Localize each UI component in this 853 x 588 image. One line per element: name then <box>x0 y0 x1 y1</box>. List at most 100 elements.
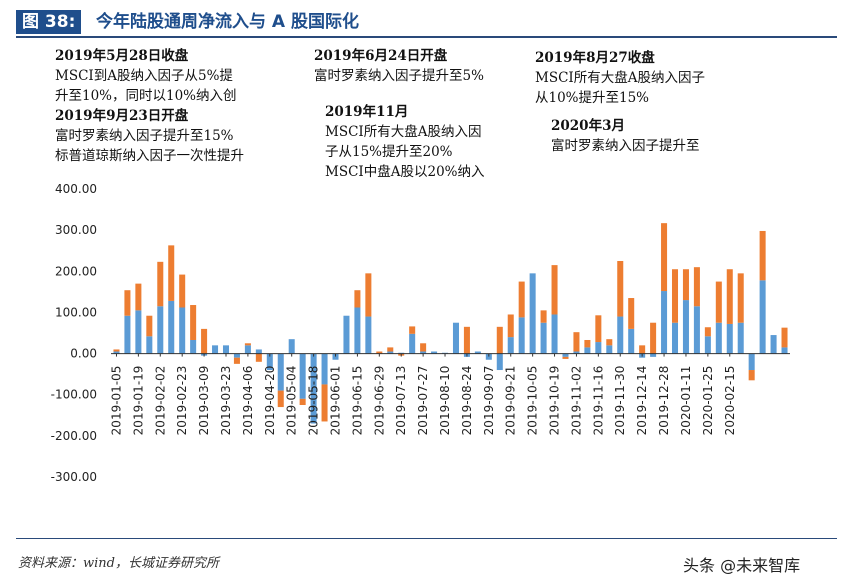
bar-series-1 <box>474 351 481 354</box>
annotation-head: 2019年9月23日开盘 <box>55 108 189 124</box>
bar-series-1 <box>540 322 547 354</box>
annotation-aug-2019: 2019年8月27收盘 MSCI所有大盘A股纳入因子 从10%提升至15% <box>535 48 705 108</box>
bar-series-2 <box>365 273 372 317</box>
x-tick-label: 2019-09-07 <box>482 366 496 436</box>
bar-series-2 <box>244 343 251 346</box>
bar-series-1 <box>737 322 744 354</box>
bar-series-2 <box>124 290 131 316</box>
bar-series-2 <box>135 283 142 311</box>
x-tick-label: 2019-07-27 <box>416 366 430 436</box>
figure-title-bar: 图 38: 今年陆股通周净流入与 A 股国际化 <box>16 8 837 38</box>
bar-series-1 <box>518 317 525 354</box>
bar-series-2 <box>759 230 766 281</box>
bar-series-1 <box>299 353 306 399</box>
x-tick-label: 2019-11-30 <box>613 366 627 436</box>
bar-series-1 <box>212 345 219 354</box>
x-tick-label: 2019-03-23 <box>219 366 233 436</box>
annotation-head: 2019年5月28日收盘 <box>55 48 189 64</box>
watermark: 头条 @未来智库 <box>683 556 801 575</box>
annotation-line: MSCI所有大盘A股纳入因子 <box>535 70 705 86</box>
x-tick-label: 2019-04-06 <box>241 366 255 436</box>
x-tick-label: 2019-05-18 <box>307 366 321 436</box>
bar-series-1 <box>255 349 262 354</box>
y-tick-label: 300.00 <box>55 223 97 237</box>
x-tick-label: 2019-10-19 <box>548 366 562 436</box>
x-tick-label: 2019-12-14 <box>635 366 649 436</box>
net-inflow-bar-chart: 400.00 300.00 200.00 100.00 0.00 -100.00 -200.… <box>51 182 790 484</box>
bar-series-1 <box>113 351 120 354</box>
annotation-nov-2019: 2019年11月 MSCI所有大盘A股纳入因 子从15%提升至20% MSCI中… <box>325 102 485 182</box>
bar-series-1 <box>529 273 536 354</box>
bar-series-2 <box>420 343 427 352</box>
x-tick-label: 2019-05-04 <box>285 366 299 436</box>
bar-series-1 <box>573 351 580 354</box>
x-tick-label: 2019-09-21 <box>504 366 518 436</box>
annotation-line: MSCI到A股纳入因子从5%提 <box>55 68 233 84</box>
annotation-line: 从10%提升至15% <box>535 90 650 106</box>
bar-series-2 <box>463 326 470 354</box>
bar-series-1 <box>431 351 438 354</box>
x-tick-label: 2020-02-15 <box>723 366 737 436</box>
bar-series-2 <box>179 274 186 308</box>
bar-series-1 <box>387 351 394 354</box>
bar-series-1 <box>584 347 591 354</box>
x-tick-label: 2019-01-05 <box>109 366 123 436</box>
bar-series-1 <box>179 307 186 354</box>
annotation-head: 2020年3月 <box>551 118 625 134</box>
annotation-head: 2019年8月27收盘 <box>535 50 655 66</box>
x-tick-label: 2019-08-10 <box>438 366 452 436</box>
annotation-line: 子从15%提升至20% <box>325 144 453 160</box>
bar-series-1 <box>222 345 230 354</box>
bar-series-2 <box>715 281 722 323</box>
annotation-line: 富时罗素纳入因子提升至15% <box>55 128 234 144</box>
bar-series-1 <box>146 336 153 354</box>
bar-series-1 <box>682 300 689 354</box>
annotation-jun-2019: 2019年6月24日开盘 富时罗素纳入因子提升至5% <box>314 46 484 86</box>
y-tick-label: 200.00 <box>55 264 97 278</box>
bar-series-2 <box>682 269 689 301</box>
y-tick-label: -200.00 <box>51 429 97 443</box>
bar-series-2 <box>409 326 416 334</box>
annotation-line: MSCI中盘A股以20%纳入 <box>325 164 485 180</box>
x-tick-label: 2019-01-19 <box>131 366 145 436</box>
x-tick-label: 2019-06-15 <box>350 366 364 436</box>
bar-series-2 <box>496 326 503 354</box>
y-tick-label: 400.00 <box>55 182 97 196</box>
bar-series-1 <box>135 310 142 354</box>
bar-series-1 <box>595 342 602 354</box>
y-tick-label: 0.00 <box>70 347 97 361</box>
y-tick-label: -300.00 <box>51 470 97 484</box>
x-tick-label: 2019-12-28 <box>657 366 671 436</box>
bar-series-1 <box>190 339 197 354</box>
bar-series-2 <box>562 356 569 359</box>
bar-series-1 <box>704 336 711 354</box>
annotation-line: 标普道琼斯纳入因子一次性提升 <box>55 148 244 164</box>
annotation-line: 升至10%，同时以10%纳入创 <box>55 88 237 104</box>
x-tick-label: 2019-06-01 <box>329 366 343 436</box>
bar-series-2 <box>551 265 558 315</box>
annotation-head: 2019年6月24日开盘 <box>314 48 448 64</box>
bar-series-2 <box>595 315 602 343</box>
bar-series-1 <box>671 322 679 354</box>
bar-series-1 <box>310 353 317 424</box>
annotation-may-2019: 2019年5月28日收盘 MSCI到A股纳入因子从5%提 升至10%，同时以10… <box>55 46 237 106</box>
bar-series-2 <box>113 349 120 352</box>
figure-title: 今年陆股通周净流入与 A 股国际化 <box>96 12 359 32</box>
bar-series-2 <box>299 398 306 405</box>
annotation-line: 富时罗素纳入因子提升至5% <box>314 68 484 84</box>
y-tick-label: 100.00 <box>55 305 97 319</box>
annotation-head: 2019年11月 <box>325 104 409 120</box>
bar-series-1 <box>650 353 657 357</box>
bar-series-1 <box>452 322 459 354</box>
bar-series-2 <box>726 269 733 324</box>
bar-series-1 <box>321 353 328 385</box>
source-note: 资料来源：wind，长城证券研究所 <box>18 556 219 571</box>
bar-series-2 <box>650 322 657 354</box>
bar-series-1 <box>168 300 175 354</box>
bar-series-1 <box>606 345 613 354</box>
bar-series-1 <box>332 353 339 360</box>
annotation-sep-2019: 2019年9月23日开盘 富时罗素纳入因子提升至15% 标普道琼斯纳入因子一次性… <box>55 106 244 166</box>
bar-series-1 <box>661 291 668 354</box>
bar-series-2 <box>606 339 613 346</box>
bar-series-1 <box>770 335 777 354</box>
